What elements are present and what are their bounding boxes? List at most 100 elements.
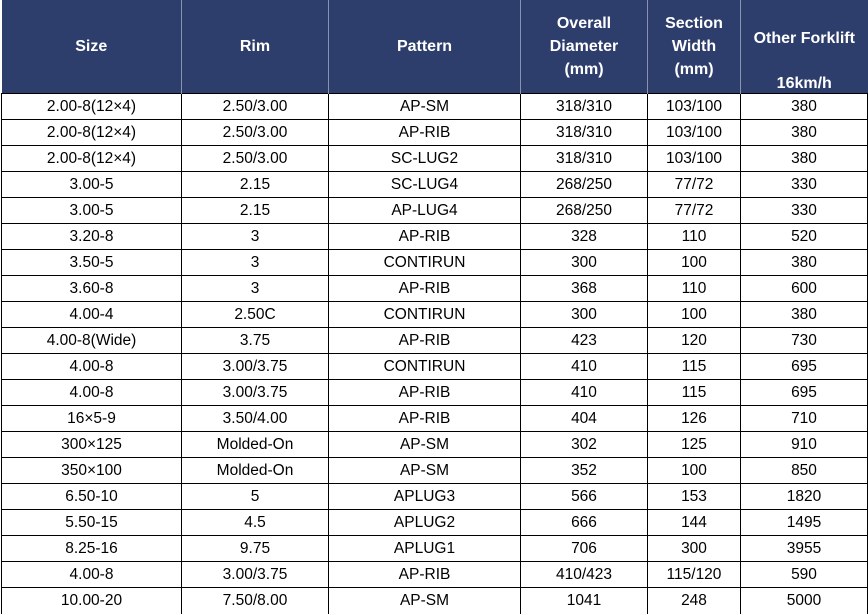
cell-load-capacity: 730	[740, 327, 868, 354]
cell-section-width: 110	[647, 223, 741, 250]
cell-overall-diameter: 352	[520, 457, 648, 484]
cell-rim: 2.50/3.00	[181, 145, 329, 172]
cell-overall-diameter: 566	[520, 483, 648, 510]
table-row: 10.00-20 7.50/8.00 AP-SM 1041 248 5000	[1, 587, 868, 614]
cell-section-width: 110	[647, 275, 741, 302]
cell-rim: Molded-On	[181, 431, 329, 458]
table-row: 4.00-8(Wide) 3.75 AP-RIB 423 120 730	[1, 327, 868, 354]
cell-rim: 2.50C	[181, 301, 329, 328]
table-row: 4.00-8 3.00/3.75 AP-RIB 410/423 115/120 590	[1, 561, 868, 588]
cell-section-width: 125	[647, 431, 741, 458]
cell-size: 300×125	[1, 431, 182, 458]
header-rim-label: Rim	[239, 38, 271, 55]
cell-pattern: APLUG3	[328, 483, 521, 510]
cell-rim: Molded-On	[181, 457, 329, 484]
table-row: 6.50-10 5 APLUG3 566 153 1820	[1, 483, 868, 510]
header-size: Size	[1, 0, 182, 94]
table-row: 5.50-15 4.5 APLUG2 666 144 1495	[1, 509, 868, 536]
header-speed-label: 16km/h	[776, 75, 832, 92]
cell-pattern: CONTIRUN	[328, 301, 521, 328]
cell-size: 8.25-16	[1, 535, 182, 562]
table-row: 3.60-8 3 AP-RIB 368 110 600	[1, 275, 868, 302]
cell-pattern: CONTIRUN	[328, 353, 521, 380]
cell-section-width: 115/120	[647, 561, 741, 588]
cell-load-capacity: 5000	[740, 587, 868, 614]
cell-load-capacity: 850	[740, 457, 868, 484]
cell-rim: 5	[181, 483, 329, 510]
cell-overall-diameter: 410	[520, 353, 648, 380]
cell-pattern: SC-LUG4	[328, 171, 521, 198]
header-section-width: Section Width (mm)	[647, 0, 741, 94]
cell-section-width: 103/100	[647, 145, 741, 172]
cell-load-capacity: 695	[740, 353, 868, 380]
table-row: 300×125 Molded-On AP-SM 302 125 910	[1, 431, 868, 458]
header-width-line3: (mm)	[674, 61, 714, 78]
cell-size: 5.50-15	[1, 509, 182, 536]
table-row: 4.00-8 3.00/3.75 CONTIRUN 410 115 695	[1, 353, 868, 380]
cell-pattern: APLUG1	[328, 535, 521, 562]
cell-rim: 7.50/8.00	[181, 587, 329, 614]
cell-rim: 3.75	[181, 327, 329, 354]
cell-size: 4.00-8	[1, 379, 182, 406]
cell-size: 350×100	[1, 457, 182, 484]
cell-load-capacity: 380	[740, 145, 868, 172]
cell-rim: 2.15	[181, 171, 329, 198]
cell-size: 3.20-8	[1, 223, 182, 250]
cell-overall-diameter: 268/250	[520, 171, 648, 198]
cell-pattern: AP-SM	[328, 93, 521, 120]
cell-size: 16×5-9	[1, 405, 182, 432]
table-row: 16×5-9 3.50/4.00 AP-RIB 404 126 710	[1, 405, 868, 432]
cell-size: 2.00-8(12×4)	[1, 145, 182, 172]
cell-load-capacity: 1820	[740, 483, 868, 510]
cell-overall-diameter: 404	[520, 405, 648, 432]
header-diameter-line3: (mm)	[564, 61, 604, 78]
cell-pattern: AP-RIB	[328, 119, 521, 146]
cell-pattern: AP-RIB	[328, 327, 521, 354]
cell-size: 3.00-5	[1, 197, 182, 224]
cell-section-width: 103/100	[647, 93, 741, 120]
cell-load-capacity: 1495	[740, 509, 868, 536]
cell-overall-diameter: 300	[520, 301, 648, 328]
cell-load-capacity: 380	[740, 119, 868, 146]
header-forklift-label: Other Forklift	[753, 30, 855, 47]
cell-load-capacity: 380	[740, 93, 868, 120]
cell-overall-diameter: 318/310	[520, 93, 648, 120]
cell-pattern: AP-RIB	[328, 275, 521, 302]
cell-section-width: 144	[647, 509, 741, 536]
cell-overall-diameter: 302	[520, 431, 648, 458]
cell-section-width: 126	[647, 405, 741, 432]
cell-size: 3.00-5	[1, 171, 182, 198]
cell-load-capacity: 600	[740, 275, 868, 302]
cell-section-width: 115	[647, 353, 741, 380]
cell-size: 3.60-8	[1, 275, 182, 302]
cell-pattern: SC-LUG2	[328, 145, 521, 172]
cell-section-width: 248	[647, 587, 741, 614]
cell-section-width: 300	[647, 535, 741, 562]
cell-rim: 3.00/3.75	[181, 353, 329, 380]
header-overall-diameter: Overall Diameter (mm)	[520, 0, 648, 94]
cell-size: 4.00-4	[1, 301, 182, 328]
table-row: 3.50-5 3 CONTIRUN 300 100 380	[1, 249, 868, 276]
cell-section-width: 77/72	[647, 171, 741, 198]
table-row: 3.00-5 2.15 SC-LUG4 268/250 77/72 330	[1, 171, 868, 198]
cell-section-width: 103/100	[647, 119, 741, 146]
cell-pattern: AP-RIB	[328, 405, 521, 432]
cell-load-capacity: 380	[740, 301, 868, 328]
table-row: 2.00-8(12×4) 2.50/3.00 AP-SM 318/310 103/100…	[1, 93, 868, 120]
table-body: 2.00-8(12×4) 2.50/3.00 AP-SM 318/310 103/100…	[1, 93, 868, 614]
cell-rim: 2.15	[181, 197, 329, 224]
cell-overall-diameter: 318/310	[520, 145, 648, 172]
cell-section-width: 100	[647, 301, 741, 328]
cell-overall-diameter: 368	[520, 275, 648, 302]
cell-load-capacity: 520	[740, 223, 868, 250]
table-row: 2.00-8(12×4) 2.50/3.00 SC-LUG2 318/310 103/1…	[1, 145, 868, 172]
cell-overall-diameter: 666	[520, 509, 648, 536]
cell-load-capacity: 590	[740, 561, 868, 588]
cell-rim: 3	[181, 223, 329, 250]
cell-section-width: 153	[647, 483, 741, 510]
header-size-label: Size	[75, 38, 108, 55]
cell-size: 2.00-8(12×4)	[1, 119, 182, 146]
cell-load-capacity: 330	[740, 197, 868, 224]
header-width-line2: Width	[671, 38, 717, 55]
cell-pattern: AP-SM	[328, 587, 521, 614]
